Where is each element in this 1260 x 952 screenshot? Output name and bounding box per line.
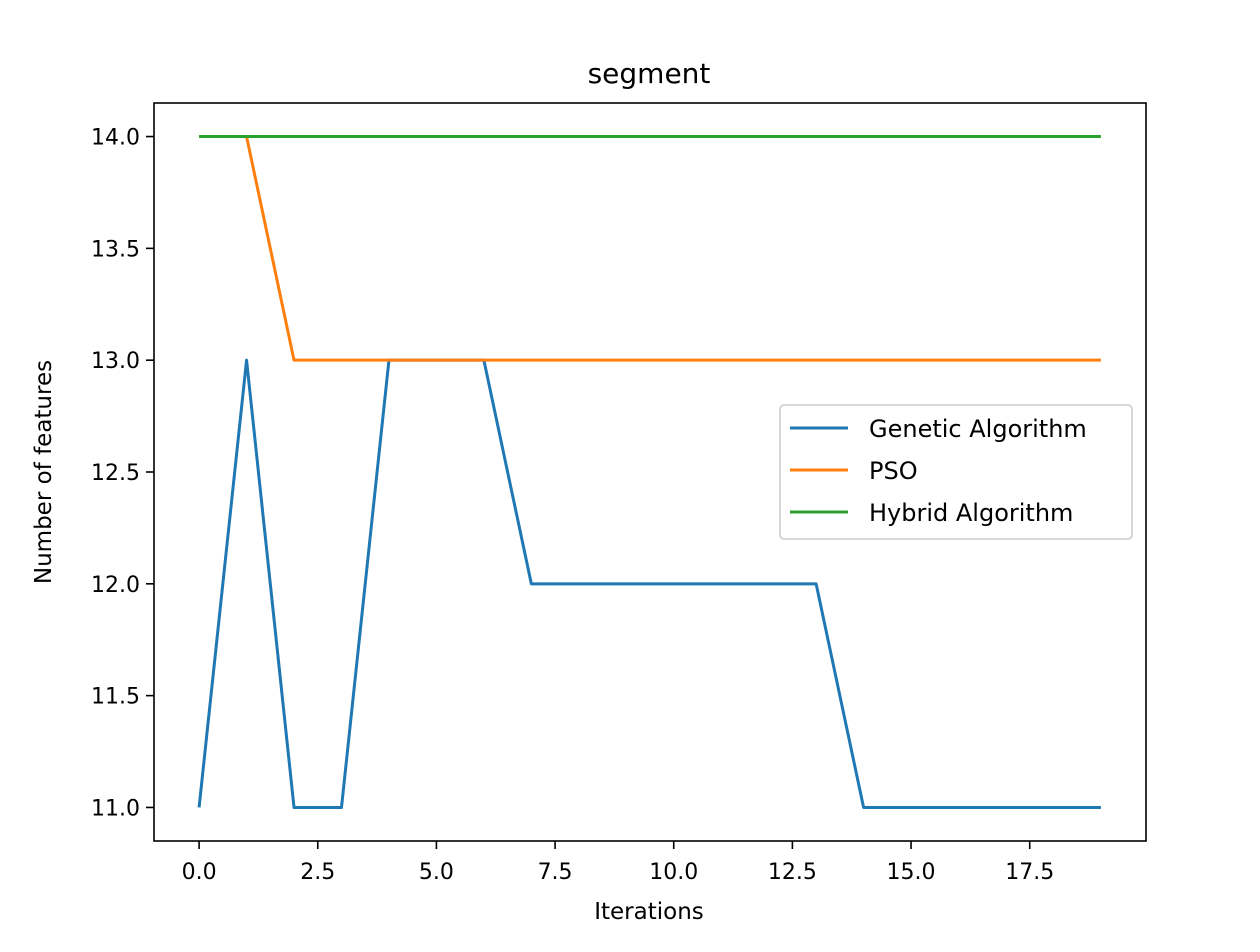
y-tick-label: 13.5: [91, 237, 140, 262]
y-tick-label: 12.5: [91, 461, 140, 486]
x-tick-label: 0.0: [182, 860, 217, 885]
chart-title: segment: [588, 57, 711, 90]
x-tick-label: 5.0: [419, 860, 454, 885]
series-layer: [197, 135, 1101, 809]
y-axis-label: Number of features: [31, 360, 57, 584]
x-axis-label: Iterations: [594, 899, 704, 925]
y-tick-label: 14.0: [91, 126, 140, 151]
x-tick-label: 7.5: [538, 860, 573, 885]
x-tick-label: 12.5: [768, 860, 817, 885]
x-tick-label: 17.5: [1005, 860, 1054, 885]
y-tick-label: 13.0: [91, 349, 140, 374]
axes-layer: 0.0 2.5 5.0 7.5 10.0 12.5 15.0 17.5 11.0 11.5 12.0…: [91, 102, 1147, 885]
legend-label-2: PSO: [869, 457, 918, 485]
legend: Genetic Algorithm PSO Hybrid Algorithm: [779, 404, 1133, 540]
x-tick-label: 15.0: [887, 860, 936, 885]
y-tick-label: 12.0: [91, 573, 140, 598]
y-tick-label: 11.0: [91, 796, 140, 821]
legend-label-3: Hybrid Algorithm: [869, 499, 1073, 527]
series-line-1: [197, 358, 1101, 809]
y-tick-label: 11.5: [91, 685, 140, 710]
x-tick-label: 2.5: [300, 860, 335, 885]
legend-label-1: Genetic Algorithm: [869, 415, 1087, 443]
legend-box: [779, 404, 1133, 540]
x-tick-label: 10.0: [649, 860, 698, 885]
series-line-2: [199, 135, 1101, 362]
